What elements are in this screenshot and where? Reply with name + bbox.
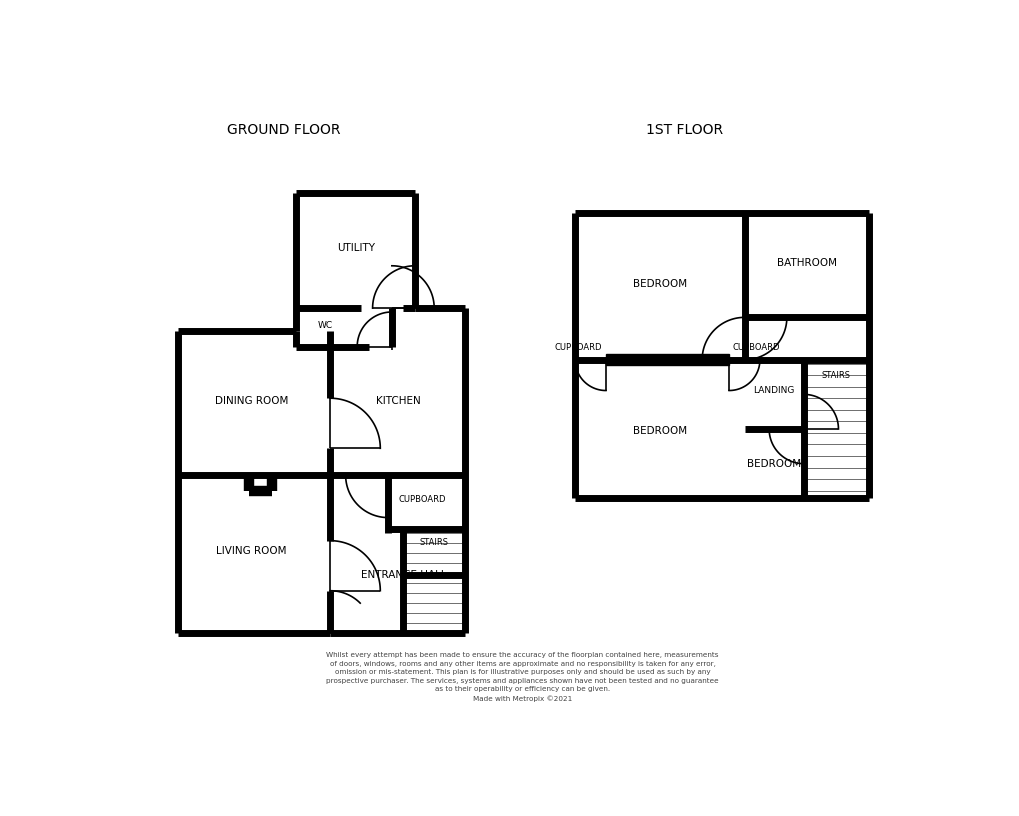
Text: DINING ROOM: DINING ROOM [215,396,288,406]
Text: LANDING: LANDING [752,386,794,395]
Text: STAIRS: STAIRS [821,370,850,379]
Text: BEDROOM: BEDROOM [746,459,800,469]
Text: KITCHEN: KITCHEN [375,396,420,406]
Text: LIVING ROOM: LIVING ROOM [216,546,286,556]
Text: BATHROOM: BATHROOM [776,259,836,268]
Text: BEDROOM: BEDROOM [632,426,686,436]
Text: CUPBOARD: CUPBOARD [733,343,780,352]
Text: CUPBOARD: CUPBOARD [398,495,446,504]
Text: BEDROOM: BEDROOM [632,279,686,289]
Text: ENTRANCE HALL: ENTRANCE HALL [361,570,445,580]
Text: WC: WC [317,321,332,330]
Bar [605,354,729,365]
Text: UTILITY: UTILITY [336,243,374,253]
Text: CUPBOARD: CUPBOARD [554,343,601,352]
Text: GROUND FLOOR: GROUND FLOOR [227,123,340,137]
Text: 1ST FLOOR: 1ST FLOOR [645,123,722,137]
Text: STAIRS: STAIRS [419,539,448,548]
Text: Whilst every attempt has been made to ensure the accuracy of the floorplan conta: Whilst every attempt has been made to en… [326,652,718,702]
